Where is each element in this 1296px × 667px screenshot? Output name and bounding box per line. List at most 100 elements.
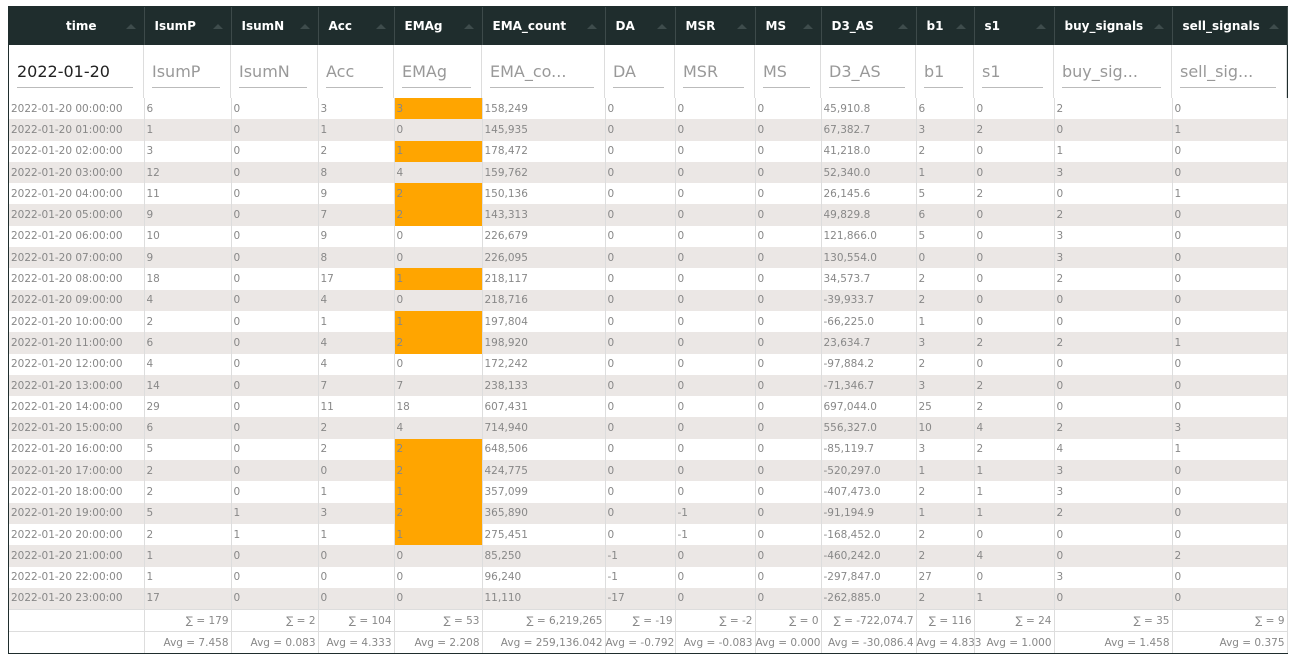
filter-input[interactable]: 2022-01-20 — [17, 62, 133, 88]
footer-cell — [9, 609, 145, 632]
footer-cell: Avg = 1.000 — [974, 631, 1055, 654]
column-header[interactable]: s1 — [974, 7, 1055, 45]
filter-input[interactable]: sell_sig... — [1180, 62, 1276, 88]
sum-row: ∑ = 179 ∑ = 2 ∑ = 104 ∑ = 53 ∑ = 6,219,265 ∑ … — [9, 609, 1288, 632]
cell: 0 — [755, 140, 822, 162]
cell: 17 — [144, 587, 232, 610]
filter-box: Acc — [318, 45, 394, 98]
cell: 0 — [1054, 119, 1173, 141]
cell: 1 — [1172, 438, 1288, 461]
data-row: 2022-01-20 05:00:00 9 0 7 2 143,313 0 0 0 49,829.… — [9, 204, 1288, 226]
cell: 2022-01-20 01:00:00 — [9, 119, 145, 141]
cell: 12 — [144, 161, 232, 184]
footer-cell: ∑ = 116 — [916, 609, 975, 632]
cell: 0 — [1172, 247, 1288, 269]
cell: 25 — [916, 396, 975, 418]
cell: 2 — [318, 417, 395, 439]
cell: 1 — [231, 523, 319, 546]
filter-input[interactable]: b1 — [924, 62, 963, 88]
filter-box: MS — [755, 45, 821, 98]
filter-cell: MSR — [675, 45, 755, 98]
cell: 0 — [231, 98, 319, 120]
cell: 1 — [318, 481, 395, 503]
column-header[interactable]: b1 — [916, 7, 975, 45]
data-row: 2022-01-20 10:00:00 2 0 1 1 197,804 0 0 0 -66,225… — [9, 310, 1288, 333]
cell: 4 — [318, 353, 395, 375]
cell: 2 — [394, 204, 483, 226]
filter-input[interactable]: IsumN — [239, 62, 307, 88]
column-header[interactable]: EMA_count — [482, 7, 606, 45]
cell: -297,847.0 — [821, 566, 917, 588]
cell: -97,884.2 — [821, 353, 917, 375]
column-header[interactable]: IsumN — [231, 7, 319, 45]
cell: 2022-01-20 05:00:00 — [9, 204, 145, 226]
cell: 0 — [755, 183, 822, 205]
cell: 2 — [1054, 204, 1173, 226]
cell: 0 — [1054, 183, 1173, 205]
cell: 2 — [974, 438, 1055, 461]
filter-input[interactable]: EMA_co... — [490, 62, 594, 88]
cell: 2 — [318, 438, 395, 461]
cell: 0 — [231, 140, 319, 162]
cell: 1 — [1172, 119, 1288, 141]
column-header[interactable]: Acc — [318, 7, 395, 45]
cell: 2022-01-20 23:00:00 — [9, 587, 145, 610]
cell: -85,119.7 — [821, 438, 917, 461]
cell: 6 — [144, 332, 232, 354]
column-header[interactable]: sell_signals — [1172, 7, 1288, 45]
column-header[interactable]: IsumP — [144, 7, 232, 45]
cell: 0 — [1172, 225, 1288, 248]
cell: 0 — [394, 225, 483, 248]
cell: 714,940 — [482, 417, 606, 439]
filter-input[interactable]: Acc — [326, 62, 383, 88]
cell: 0 — [755, 332, 822, 354]
cell: -1 — [675, 523, 756, 546]
column-header[interactable]: DA — [605, 7, 676, 45]
cell: 143,313 — [482, 204, 606, 226]
cell: 0 — [755, 289, 822, 311]
cell: 0 — [1054, 545, 1173, 567]
cell: 3 — [1172, 417, 1288, 439]
cell: 2 — [974, 119, 1055, 141]
cell: 0 — [318, 460, 395, 482]
filter-input[interactable]: MSR — [683, 62, 744, 88]
cell: 3 — [394, 98, 483, 120]
cell: 0 — [675, 481, 756, 503]
cell: 0 — [318, 587, 395, 610]
cell: 0 — [755, 587, 822, 610]
cell: 0 — [974, 140, 1055, 162]
column-header[interactable]: MS — [755, 7, 822, 45]
cell: 0 — [231, 587, 319, 610]
column-header[interactable]: buy_signals — [1054, 7, 1173, 45]
cell: 0 — [974, 161, 1055, 184]
filter-box: MSR — [675, 45, 755, 98]
cell: 0 — [974, 353, 1055, 375]
cell: 238,133 — [482, 374, 606, 397]
cell: 0 — [318, 545, 395, 567]
column-header[interactable]: time — [9, 7, 145, 45]
cell: 1 — [394, 140, 483, 162]
filter-input[interactable]: DA — [613, 62, 664, 88]
cell: 2022-01-20 13:00:00 — [9, 374, 145, 397]
cell: 0 — [675, 247, 756, 269]
cell: 1 — [974, 502, 1055, 524]
column-header[interactable]: D3_AS — [821, 7, 917, 45]
data-row: 2022-01-20 15:00:00 6 0 2 4 714,940 0 0 0 556,327… — [9, 417, 1288, 439]
cell: -1 — [605, 545, 676, 567]
filter-input[interactable]: s1 — [982, 62, 1043, 88]
cell: 7 — [394, 374, 483, 397]
cell: 218,716 — [482, 289, 606, 311]
filter-input[interactable]: buy_sig... — [1062, 62, 1161, 88]
cell: 0 — [675, 161, 756, 184]
filter-input[interactable]: MS — [763, 62, 810, 88]
column-header[interactable]: EMAg — [394, 7, 483, 45]
filter-input[interactable]: D3_AS — [829, 62, 905, 88]
cell: 0 — [755, 161, 822, 184]
column-header[interactable]: MSR — [675, 7, 756, 45]
cell: 178,472 — [482, 140, 606, 162]
cell: 0 — [1172, 566, 1288, 588]
filter-input[interactable]: IsumP — [152, 62, 220, 88]
filter-input[interactable]: EMAg — [402, 62, 471, 88]
filter-box: 2022-01-20 — [9, 45, 144, 98]
cell: 5 — [144, 438, 232, 461]
